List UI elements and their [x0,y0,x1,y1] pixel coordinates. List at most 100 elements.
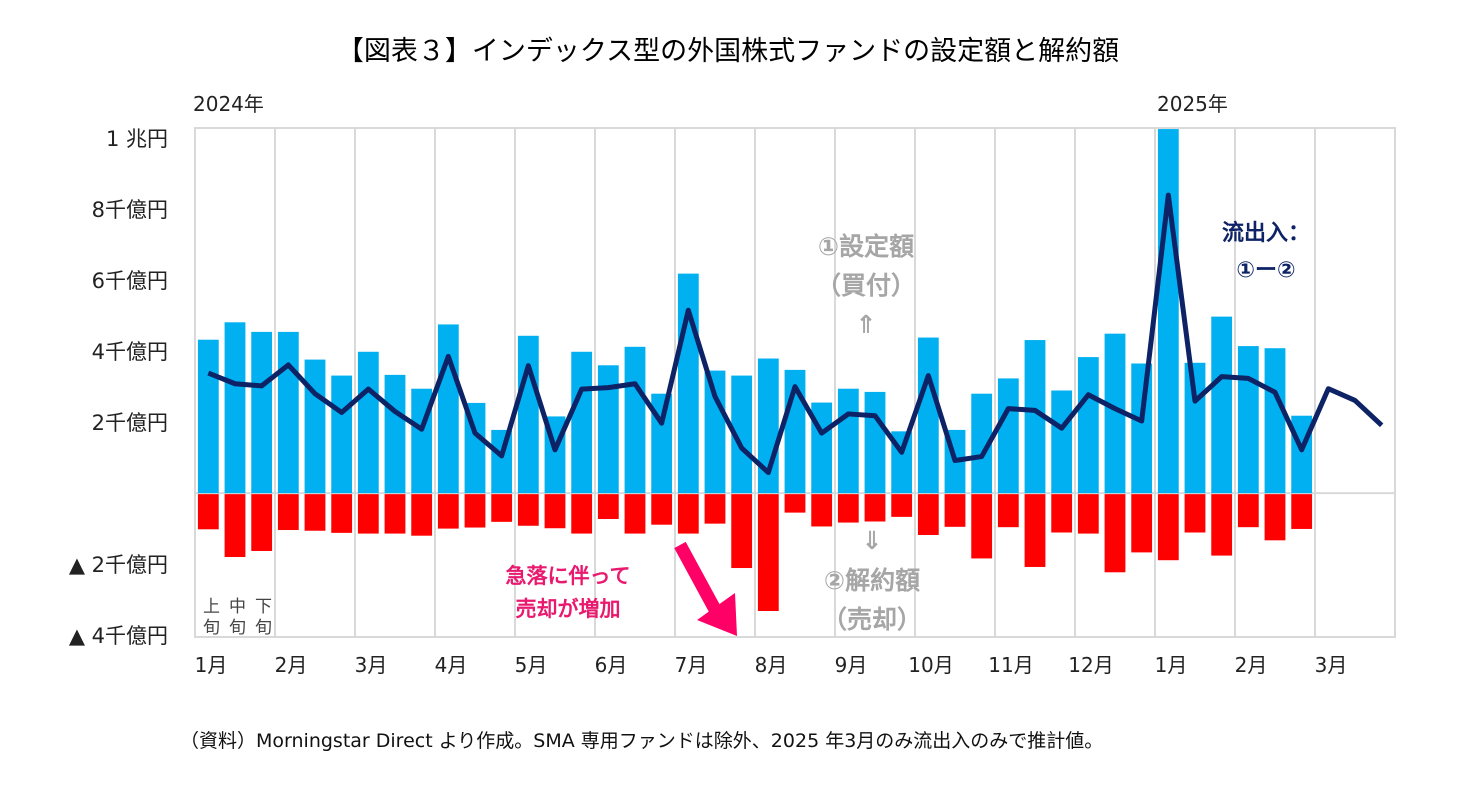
bar-subscription [971,393,993,494]
bar-subscription [251,331,273,494]
annotation-net-flow: 流出入： [1222,220,1310,246]
bar-redemption [1264,494,1286,541]
x-tick-label: 2月 [1235,653,1268,677]
bar-redemption [1051,494,1073,533]
bar-subscription [597,365,619,494]
plot-border [194,127,1396,638]
bar-redemption [1184,494,1206,533]
bar-redemption [944,494,966,527]
bar-subscription [1104,333,1126,494]
bar-subscription [731,375,753,494]
bar-redemption [277,494,299,531]
bar-redemption [704,494,726,524]
bar-subscription [517,335,539,494]
bar-subscription [331,375,353,494]
y-tick-label: 2千億円 [92,411,168,435]
sub-period-legend: 上 中 下 旬 旬 旬 [203,597,272,638]
bar-subscription [1051,390,1073,494]
x-tick-label: 3月 [1315,653,1348,677]
bar-redemption [1211,494,1233,556]
y-tick-label: 1 兆円 [106,127,168,151]
bar-redemption [1291,494,1313,529]
bar-subscription [1131,363,1153,494]
annotation-sell-sub: （売却） [822,605,922,634]
x-tick-label: 2月 [275,653,308,677]
x-tick-label: 4月 [435,653,468,677]
bar-redemption [1237,494,1259,528]
bar-redemption [891,494,913,517]
bar-subscription [1211,316,1233,494]
bar-redemption [731,494,753,569]
x-tick-label: 12月 [1068,653,1113,677]
bar-redemption [331,494,353,533]
bar-redemption [1077,494,1099,534]
sub-period-bottom-1: 旬 [203,618,220,638]
annotation-sell: ②解約額 [824,566,920,595]
sub-period-bottom-3: 旬 [255,618,272,638]
bar-redemption [784,494,806,513]
bar-redemption [837,494,859,523]
annotation-buy-sub: （買付） [816,271,916,300]
bar-redemption [997,494,1019,528]
bar-redemption [304,494,326,531]
bar-redemption [517,494,539,526]
sub-period-top-2: 中 [229,597,246,617]
bar-redemption [1157,494,1179,561]
x-tick-label: 10月 [908,653,953,677]
annotation-crash-sub: 売却が増加 [516,597,621,621]
bar-redemption [1104,494,1126,573]
x-tick-label: 3月 [355,653,388,677]
bar-redemption [1131,494,1153,553]
sub-period-top-1: 上 [203,597,220,617]
footnote: （資料）Morningstar Direct より作成。SMA 専用ファンドは除… [180,730,1103,752]
bar-redemption [384,494,406,534]
bar-subscription [224,322,246,494]
bar-redemption [651,494,673,525]
gridlines [194,127,1396,638]
bar-redemption [544,494,566,529]
bar-subscription [624,346,646,494]
bar-redemption [624,494,646,534]
bar-subscription [677,273,699,494]
annotation-down-arrow: ⇓ [862,526,883,555]
chart-title: 【図表３】インデックス型の外国株式ファンドの設定額と解約額 [337,36,1119,67]
x-tick-label: 1月 [1155,653,1188,677]
x-tick-label: 9月 [835,653,868,677]
bar-redemption [677,494,699,534]
bar-redemption [411,494,433,536]
bar-subscription [357,351,379,494]
x-tick-label: 5月 [515,653,548,677]
bar-redemption [437,494,459,529]
bar-subscription [571,351,593,494]
x-tick-label: 7月 [675,653,708,677]
bar-redemption [357,494,379,534]
bar-subscription [437,324,459,494]
bar-subscription [304,359,326,494]
bar-redemption [1024,494,1046,567]
year-label-2024: 2024年 [193,92,264,116]
bar-subscription [864,391,886,494]
annotation-net-flow-formula: ①ー② [1236,258,1295,283]
y-tick-label: ▲ 2千億円 [69,553,168,577]
bar-redemption [464,494,486,528]
bar-subscription [837,388,859,494]
bar-subscription [277,331,299,494]
y-tick-label: ▲ 4千億円 [69,624,168,648]
bar-subscription [1024,340,1046,494]
x-tick-label: 1月 [195,653,228,677]
bar-redemption [251,494,273,551]
y-tick-label: 6千億円 [92,269,168,293]
bar-subscription [1077,357,1099,494]
annotation-buy: ①設定額 [818,232,914,261]
x-tick-label: 6月 [595,653,628,677]
bar-subscription [384,374,406,494]
bar-redemption [491,494,513,522]
crash-arrow-icon [674,541,737,636]
bar-redemption [197,494,219,530]
x-tick-label: 8月 [755,653,788,677]
bar-subscription [917,337,939,494]
y-tick-label: 4千億円 [92,340,168,364]
bar-subscription [1237,346,1259,494]
x-axis-ticks: 1月 2月 3月 4月 5月 6月 7月 8月 9月 10月 11月 12月 1月 2月 3月 [195,653,1348,677]
bar-redemption [971,494,993,559]
